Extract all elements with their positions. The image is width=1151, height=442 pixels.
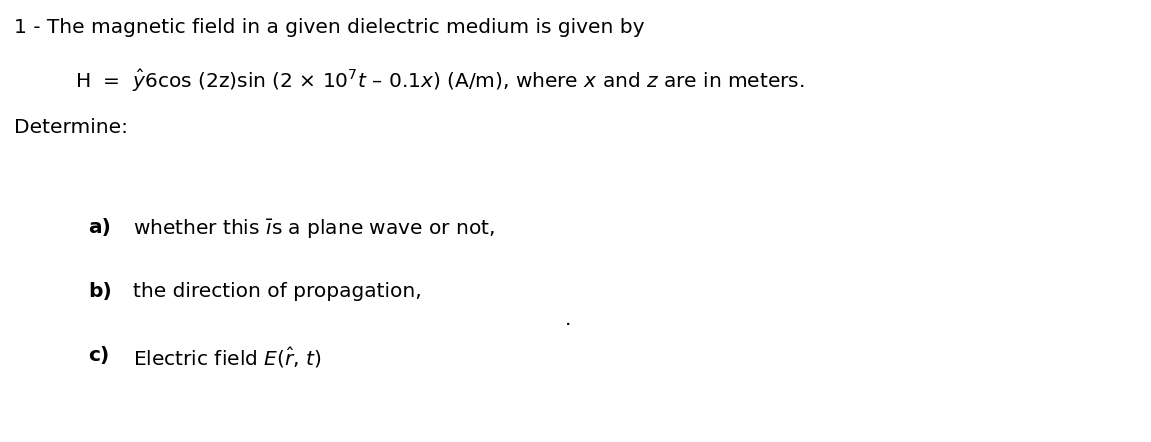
Text: c): c): [87, 346, 109, 365]
Text: .: .: [565, 310, 571, 329]
Text: Determine:: Determine:: [14, 118, 128, 137]
Text: whether this $\bar{\imath}$s a plane wave or not,: whether this $\bar{\imath}$s a plane wav…: [134, 218, 495, 241]
Text: a): a): [87, 218, 110, 237]
Text: b): b): [87, 282, 112, 301]
Text: 1 - The magnetic field in a given dielectric medium is given by: 1 - The magnetic field in a given dielec…: [14, 18, 645, 37]
Text: the direction of propagation,: the direction of propagation,: [134, 282, 421, 301]
Text: H  =  $\hat{y}$6cos (2z)sin (2 × 10$^7$$t$ – 0.1$x$) (A/m), where $x$ and $z$ ar: H = $\hat{y}$6cos (2z)sin (2 × 10$^7$$t$…: [75, 68, 805, 94]
Text: Electric field $E$($\hat{r}$, $t$): Electric field $E$($\hat{r}$, $t$): [134, 346, 321, 370]
